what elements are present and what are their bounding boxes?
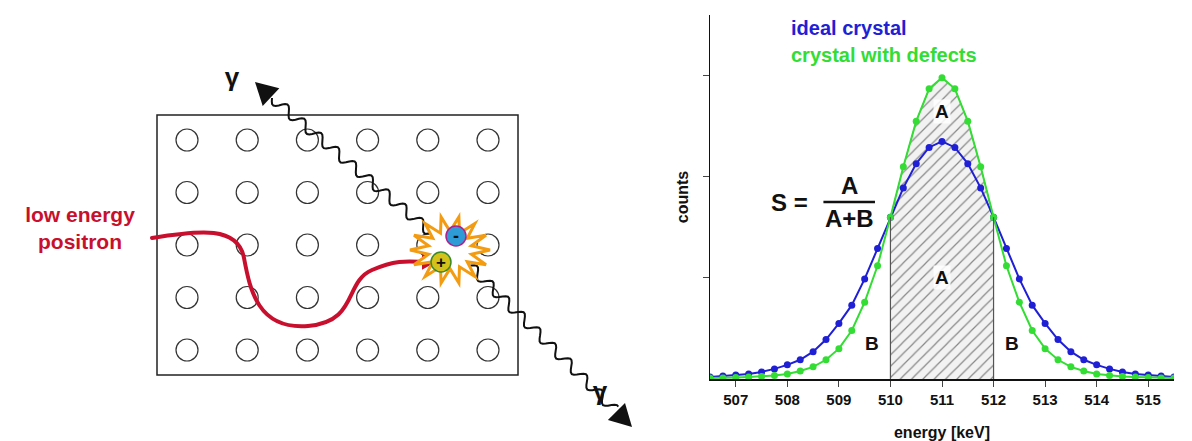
svg-text:-: - [453, 226, 459, 246]
svg-text:γ: γ [225, 62, 240, 92]
svg-text:crystal with defects: crystal with defects [791, 44, 977, 66]
svg-text:low energy: low energy [25, 203, 135, 226]
svg-text:B: B [865, 333, 879, 354]
svg-text:514: 514 [1084, 391, 1110, 408]
svg-text:507: 507 [723, 391, 748, 408]
svg-text:γ: γ [593, 376, 608, 406]
svg-text:513: 513 [1033, 391, 1058, 408]
svg-text:511: 511 [930, 391, 954, 408]
svg-text:positron: positron [38, 230, 122, 253]
svg-text:A: A [935, 101, 949, 122]
svg-text:512: 512 [981, 391, 1006, 408]
svg-text:A+B: A+B [825, 205, 874, 232]
svg-text:B: B [1005, 333, 1019, 354]
svg-text:energy [keV]: energy [keV] [894, 424, 990, 441]
svg-text:+: + [436, 253, 446, 272]
svg-text:515: 515 [1136, 391, 1161, 408]
svg-text:509: 509 [826, 391, 851, 408]
svg-text:ideal crystal: ideal crystal [791, 17, 907, 39]
svg-text:510: 510 [878, 391, 903, 408]
svg-text:A: A [935, 267, 949, 288]
svg-text:S =: S = [771, 189, 808, 216]
svg-text:508: 508 [775, 391, 800, 408]
svg-text:counts: counts [674, 171, 691, 224]
svg-text:A: A [841, 172, 858, 199]
